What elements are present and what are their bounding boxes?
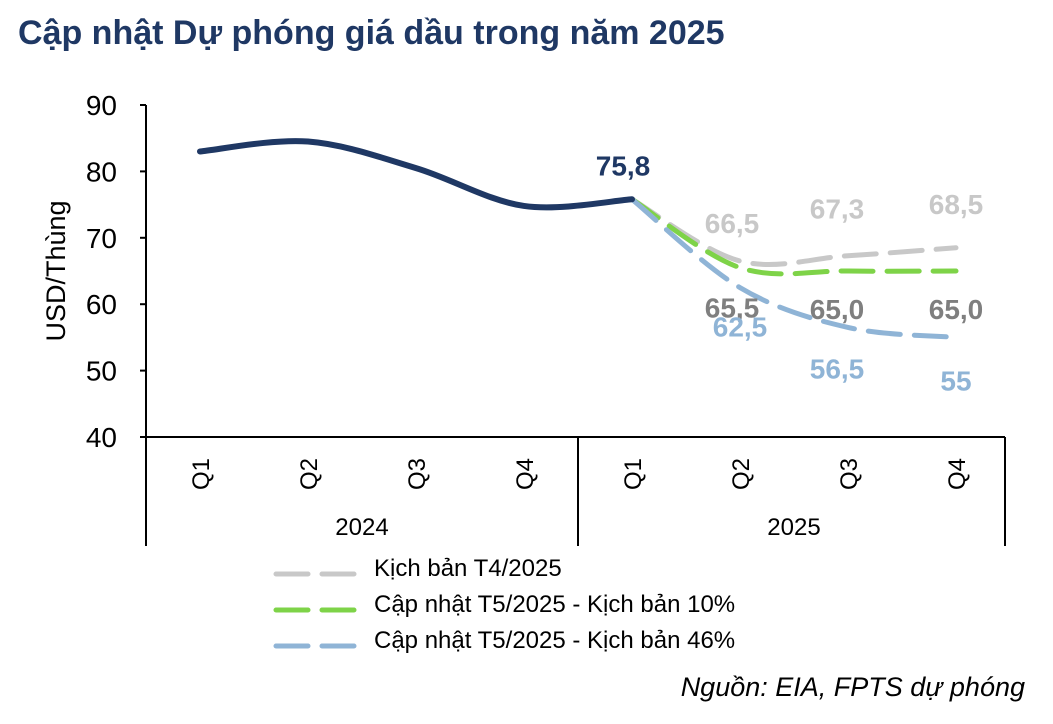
legend-item-t5-10: Cập nhật T5/2025 - Kịch bản 10% xyxy=(272,588,735,622)
x-tick-label: Q3 xyxy=(404,458,431,490)
series-line-actual xyxy=(197,138,635,211)
source-note: Nguồn: EIA, FPTS dự phóng xyxy=(680,672,1025,702)
series-line-t5_10 xyxy=(629,196,959,277)
y-tick-label: 40 xyxy=(86,422,117,453)
y-axis-title: USD/Thùng xyxy=(41,200,71,341)
data-label-t4: 66,5 xyxy=(705,208,760,239)
y-tick-label: 90 xyxy=(86,90,117,121)
data-label-actual: 75,8 xyxy=(596,150,651,181)
x-tick-label: Q2 xyxy=(296,458,323,490)
x-tick-label: Q4 xyxy=(512,458,539,490)
y-tick-label: 60 xyxy=(86,289,117,320)
data-label-t4: 68,5 xyxy=(929,189,984,220)
legend-item-t4: Kịch bản T4/2025 xyxy=(272,552,562,586)
legend-label-t5-10: Cập nhật T5/2025 - Kịch bản 10% xyxy=(374,591,736,618)
data-label-t5_46: 55 xyxy=(940,365,971,396)
legend-swatch-blue-dashed xyxy=(272,637,372,649)
x-tick-label: Q2 xyxy=(728,458,755,490)
x-tick-label: Q1 xyxy=(188,458,215,490)
x-tick-label: Q4 xyxy=(944,458,971,490)
x-group-label: 2024 xyxy=(335,514,388,541)
y-tick-label: 50 xyxy=(86,356,117,387)
chart-title: Cập nhật Dự phóng giá dầu trong năm 2025 xyxy=(18,14,725,52)
data-label-t5_10: 65,0 xyxy=(929,294,984,325)
legend-label-t4: Kịch bản T4/2025 xyxy=(374,555,562,582)
legend-swatch-green-dashed xyxy=(272,601,372,613)
legend-swatch-gray-dashed xyxy=(272,565,372,577)
data-label-t5_46: 56,5 xyxy=(810,353,865,384)
x-group-label: 2025 xyxy=(767,514,820,541)
legend-item-t5-46: Cập nhật T5/2025 - Kịch bản 46% xyxy=(272,624,735,658)
legend-label-t5-46: Cập nhật T5/2025 - Kịch bản 46% xyxy=(374,627,736,654)
series-line-t5_46 xyxy=(629,196,959,340)
data-label-t5_46: 62,5 xyxy=(713,312,768,343)
y-tick-label: 80 xyxy=(86,156,117,187)
data-label-t5_10: 65,5 xyxy=(705,293,760,324)
x-tick-label: Q3 xyxy=(836,458,863,490)
data-label-t4: 67,3 xyxy=(810,194,865,225)
x-tick-label: Q1 xyxy=(620,458,647,490)
y-tick-label: 70 xyxy=(86,223,117,254)
data-label-t5_10: 65,0 xyxy=(810,294,865,325)
